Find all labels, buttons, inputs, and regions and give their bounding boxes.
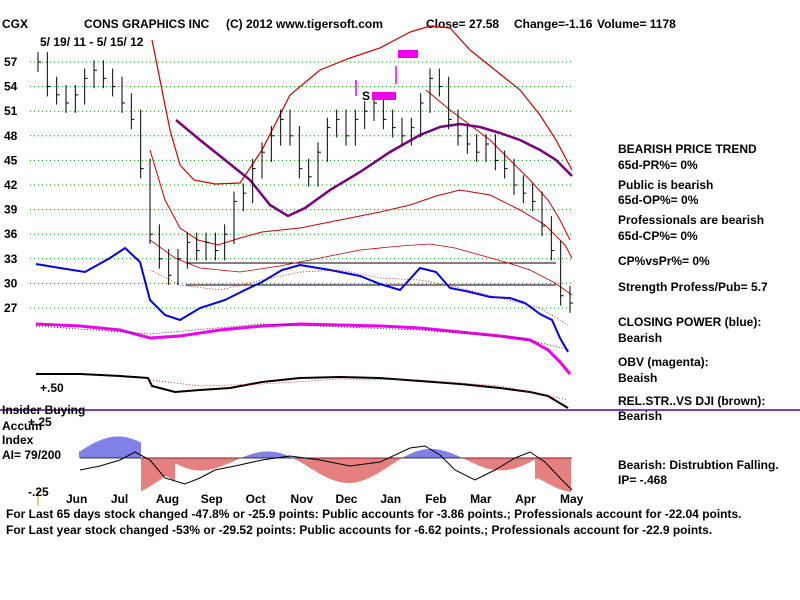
moving-average-line bbox=[175, 119, 573, 218]
month-label: Feb bbox=[425, 492, 446, 506]
price-tick-label: 30 bbox=[4, 276, 18, 290]
closing-power-line bbox=[35, 246, 569, 353]
price-tick-label: 45 bbox=[4, 153, 18, 167]
sell-signal-block-top bbox=[398, 50, 418, 58]
volume-label: Volume= 1178 bbox=[597, 17, 676, 31]
month-label: Aug bbox=[156, 492, 179, 506]
date-range: 5/ 19/ 11 - 5/ 15/ 12 bbox=[40, 35, 144, 49]
price-tick-label: 39 bbox=[4, 203, 18, 217]
price-tick-label: 57 bbox=[4, 55, 18, 69]
month-label: Nov bbox=[291, 492, 314, 506]
scale-minus-25: -.25 bbox=[28, 485, 49, 499]
month-label: Jun bbox=[66, 492, 87, 506]
relative-strength-value: Bearish bbox=[618, 409, 663, 423]
footer-65-day: For Last 65 days stock changed -47.8% or… bbox=[6, 507, 742, 521]
ip-value: IP= -.468 bbox=[618, 473, 668, 487]
insider-label: Insider Buying bbox=[2, 403, 85, 417]
price-tick-label: 48 bbox=[4, 129, 18, 143]
obv-line bbox=[35, 322, 572, 375]
copyright: (C) 2012 www.tigersoft.com bbox=[226, 17, 383, 31]
month-label: Jan bbox=[380, 492, 401, 506]
price-gridlines bbox=[30, 61, 572, 309]
month-label: Mar bbox=[470, 492, 492, 506]
cp-vs-pr: CP%vsPr%= 0% bbox=[618, 254, 710, 268]
accum-bars bbox=[79, 436, 571, 492]
obv-value: Beaish bbox=[618, 371, 658, 385]
ticker: CGX bbox=[2, 17, 28, 31]
relative-strength-title: REL.STR..VS DJI (brown): bbox=[618, 394, 766, 408]
obv-title: OBV (magenta): bbox=[618, 355, 709, 369]
accum-label: Accum bbox=[2, 419, 42, 433]
price-tick-label: 51 bbox=[4, 104, 18, 118]
company-name: CONS GRAPHICS INC bbox=[84, 17, 210, 31]
closing-power-title: CLOSING POWER (blue): bbox=[618, 315, 762, 329]
price-tick-label: 54 bbox=[4, 80, 18, 94]
cp-value: 65d-CP%= 0% bbox=[618, 229, 698, 243]
change-label: Change=-1.16 bbox=[514, 17, 593, 31]
closing-power-value: Bearish bbox=[618, 331, 663, 345]
sell-signal-block bbox=[372, 92, 396, 100]
month-label: Apr bbox=[515, 492, 536, 506]
op-value: 65d-OP%= 0% bbox=[618, 193, 699, 207]
month-label: Dec bbox=[335, 492, 357, 506]
month-label: May bbox=[560, 492, 584, 506]
ai-label: AI= 79/200 bbox=[2, 448, 61, 462]
price-tick-label: 36 bbox=[4, 227, 18, 241]
lower-band bbox=[149, 149, 573, 259]
scale-plus-25: +.25 bbox=[28, 415, 52, 429]
red-upper-decline bbox=[425, 89, 571, 241]
price-tick-label: 42 bbox=[4, 178, 18, 192]
signal-s-label: S bbox=[362, 89, 370, 103]
relative-strength-line bbox=[36, 373, 569, 409]
price-tick-label: 33 bbox=[4, 252, 18, 266]
price-axis: 57 54 51 48 45 42 39 36 33 30 27 bbox=[4, 55, 18, 315]
month-label: Jul bbox=[111, 492, 128, 506]
month-label: Oct bbox=[246, 492, 266, 506]
signal-marks: S bbox=[355, 50, 418, 103]
scale-plus-50: +.50 bbox=[40, 381, 64, 395]
pros-status: Professionals are bearish bbox=[618, 213, 765, 227]
strength-ratio: Strength Profess/Pub= 5.7 bbox=[618, 280, 768, 294]
price-bars bbox=[37, 52, 573, 313]
support-lines bbox=[186, 262, 556, 286]
month-label: Sep bbox=[201, 492, 223, 506]
close-label: Close= 27.58 bbox=[426, 17, 499, 31]
distribution-status: Bearish: Distrubtion Falling. bbox=[618, 458, 779, 472]
public-status: Public is bearish bbox=[618, 178, 714, 192]
upper-band bbox=[151, 25, 573, 185]
month-axis: Jun Jul Aug Sep Oct Nov Dec Jan Feb Mar Apr May bbox=[66, 492, 584, 506]
pr-value: 65d-PR%= 0% bbox=[618, 158, 698, 172]
price-tick-label: 27 bbox=[4, 301, 18, 315]
obv-ma bbox=[35, 323, 571, 351]
closing-power-ma bbox=[149, 269, 569, 326]
middle-band bbox=[149, 239, 573, 296]
accum-ma bbox=[79, 445, 573, 491]
footer-1-year: For Last year stock changed -53% or -29.… bbox=[6, 523, 713, 537]
trend-title: BEARISH PRICE TREND bbox=[618, 142, 757, 156]
index-label: Index bbox=[2, 433, 34, 447]
